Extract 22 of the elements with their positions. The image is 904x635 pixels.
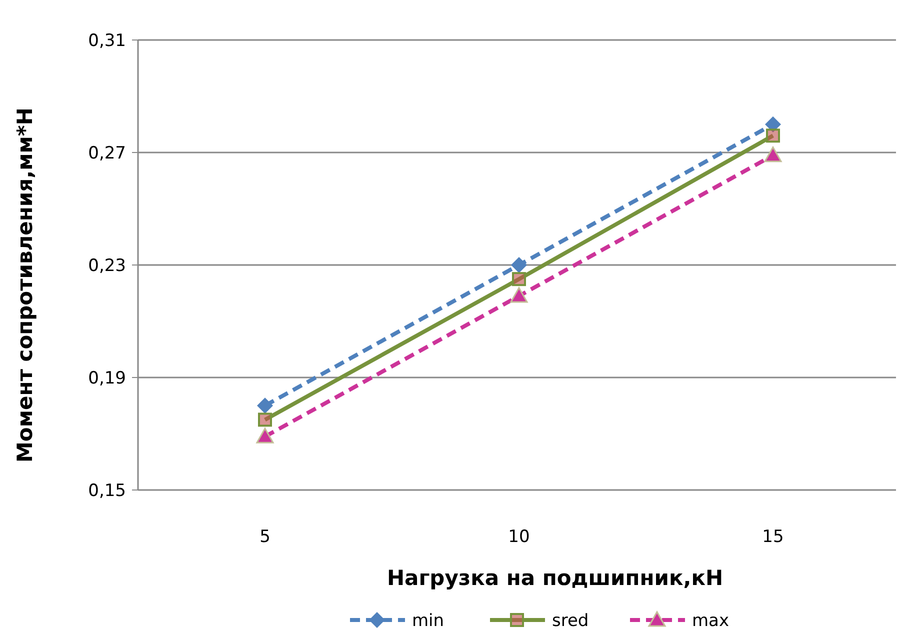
point [765, 116, 781, 132]
x-tick-label: 15 [762, 527, 784, 547]
x-axis-title: Нагрузка на подшипник,кН [386, 566, 724, 590]
point [511, 257, 527, 273]
x-tick-label: 5 [260, 527, 270, 547]
point [766, 128, 780, 143]
legend-label: max [692, 610, 730, 631]
y-tick-label: 0,31 [88, 30, 126, 51]
legend-label: sred [552, 610, 589, 631]
legend-label: min [412, 610, 444, 631]
point [510, 287, 528, 303]
y-tick-label: 0,19 [88, 368, 126, 388]
point [257, 398, 273, 414]
point [256, 428, 274, 444]
point [512, 272, 526, 286]
x-tick-label: 10 [508, 527, 530, 547]
y-tick-label: 0,27 [88, 143, 126, 164]
y-axis-title: Момент сопротивления,мм*Н [13, 108, 37, 462]
point [258, 412, 272, 427]
y-tick-label: 0,23 [88, 256, 126, 276]
point [764, 146, 782, 162]
y-tick-label: 0,15 [88, 480, 126, 501]
